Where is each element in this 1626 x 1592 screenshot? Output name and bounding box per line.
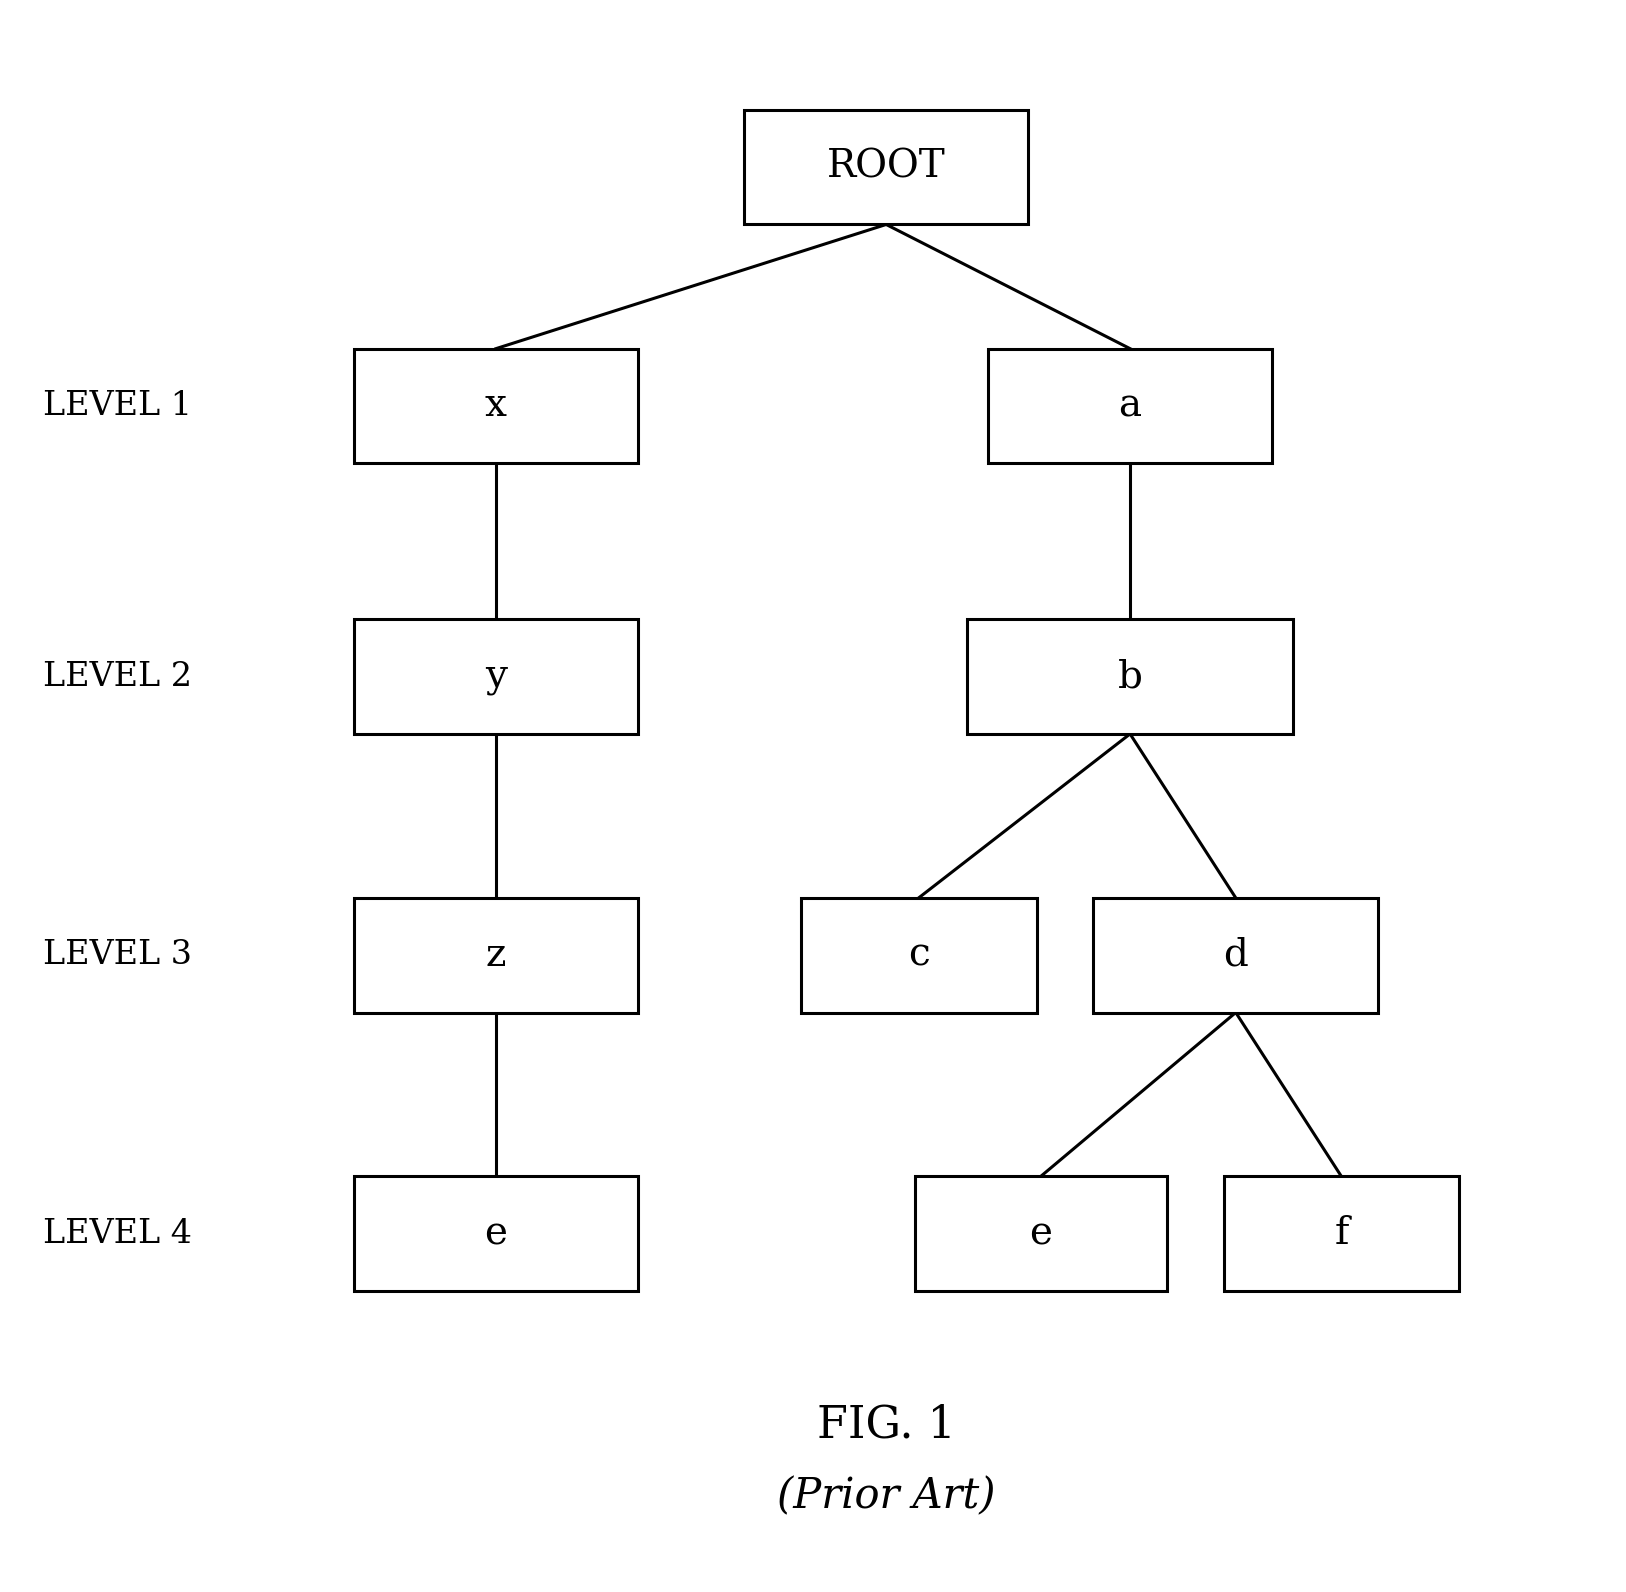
Text: LEVEL 2: LEVEL 2 bbox=[42, 661, 192, 693]
FancyBboxPatch shape bbox=[967, 619, 1293, 734]
Text: a: a bbox=[1119, 387, 1141, 425]
Text: x: x bbox=[485, 387, 507, 425]
Text: y: y bbox=[485, 657, 507, 696]
FancyBboxPatch shape bbox=[1093, 898, 1377, 1013]
Text: e: e bbox=[485, 1215, 507, 1253]
FancyBboxPatch shape bbox=[354, 1176, 637, 1291]
Text: d: d bbox=[1223, 936, 1249, 974]
Text: LEVEL 3: LEVEL 3 bbox=[42, 939, 192, 971]
Text: ROOT: ROOT bbox=[826, 148, 946, 186]
Text: b: b bbox=[1117, 657, 1143, 696]
FancyBboxPatch shape bbox=[354, 898, 637, 1013]
FancyBboxPatch shape bbox=[800, 898, 1037, 1013]
FancyBboxPatch shape bbox=[914, 1176, 1167, 1291]
FancyBboxPatch shape bbox=[745, 110, 1029, 224]
Text: e: e bbox=[1029, 1215, 1052, 1253]
Text: LEVEL 1: LEVEL 1 bbox=[42, 390, 192, 422]
Text: z: z bbox=[486, 936, 506, 974]
Text: (Prior Art): (Prior Art) bbox=[777, 1476, 995, 1517]
Text: LEVEL 4: LEVEL 4 bbox=[42, 1218, 192, 1250]
FancyBboxPatch shape bbox=[354, 349, 637, 463]
FancyBboxPatch shape bbox=[1223, 1176, 1459, 1291]
Text: FIG. 1: FIG. 1 bbox=[816, 1403, 956, 1447]
Text: f: f bbox=[1335, 1215, 1348, 1253]
FancyBboxPatch shape bbox=[354, 619, 637, 734]
Text: c: c bbox=[907, 936, 930, 974]
FancyBboxPatch shape bbox=[987, 349, 1272, 463]
